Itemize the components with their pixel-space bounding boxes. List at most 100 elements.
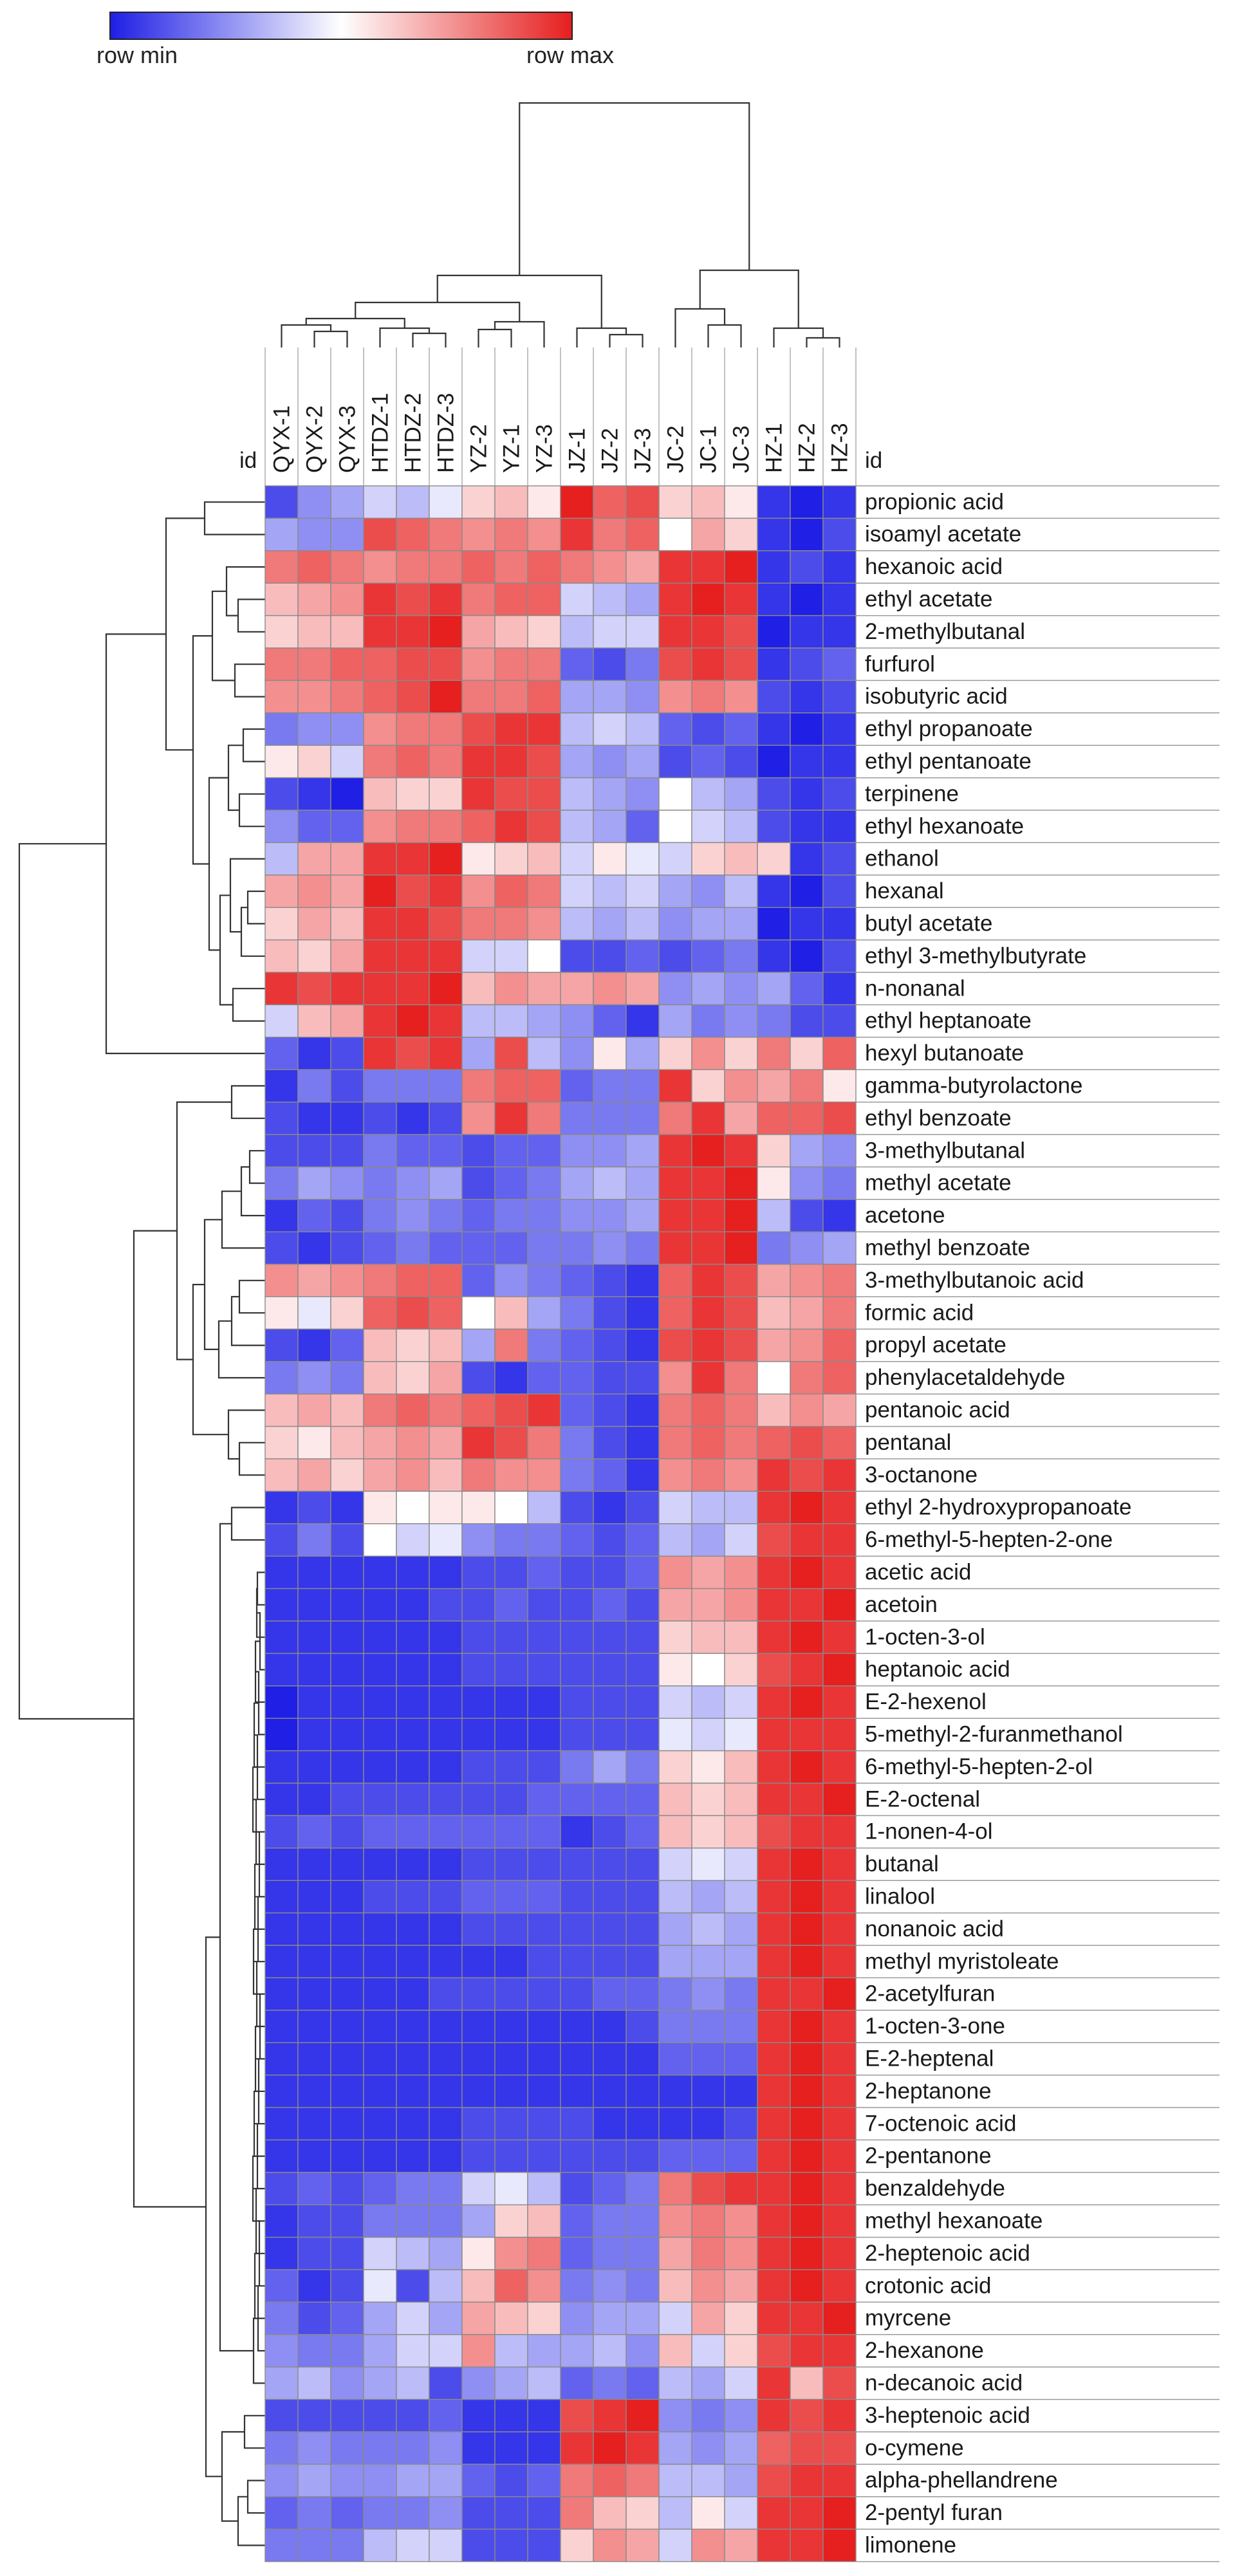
- heatmap-cell: [461, 1685, 496, 1719]
- heatmap-cell: [264, 875, 299, 908]
- dendrogram-link: [240, 907, 265, 957]
- heatmap-cell: [396, 1945, 430, 1979]
- heatmap-cell: [396, 1134, 430, 1168]
- heatmap-cell: [593, 1783, 627, 1817]
- heatmap-cell: [658, 875, 692, 908]
- heatmap-cell: [461, 1037, 496, 1070]
- row-label: hexanal: [865, 878, 944, 903]
- heatmap-cell: [560, 810, 594, 844]
- heatmap-cell: [560, 2139, 594, 2173]
- heatmap-cell: [822, 2236, 857, 2270]
- dendrogram-link: [256, 1571, 265, 1606]
- heatmap-cell: [790, 1977, 824, 2011]
- heatmap-cell: [790, 1263, 824, 1297]
- heatmap-cell: [790, 550, 824, 584]
- heatmap-cell: [429, 907, 463, 941]
- heatmap-cell: [527, 1815, 561, 1849]
- heatmap-cell: [593, 2010, 627, 2043]
- heatmap-cell: [363, 1880, 397, 1914]
- heatmap-cell: [691, 907, 725, 941]
- heatmap-cell: [396, 1458, 430, 1492]
- heatmap-cell: [494, 1328, 528, 1362]
- heatmap-cell: [658, 1848, 692, 1881]
- heatmap-cell: [822, 2496, 857, 2530]
- heatmap-cell: [757, 680, 791, 714]
- heatmap-cell: [822, 1490, 857, 1524]
- column-label: JZ-2: [598, 428, 623, 473]
- column-label: YZ-3: [532, 424, 557, 473]
- heatmap-cell: [297, 517, 331, 551]
- heatmap-cell: [461, 615, 496, 649]
- heatmap-cell: [297, 1328, 331, 1362]
- heatmap-cell: [658, 1588, 692, 1622]
- heatmap-cell: [363, 2301, 397, 2335]
- heatmap-cell: [593, 2107, 627, 2141]
- heatmap-cell: [527, 2107, 561, 2141]
- heatmap-cell: [330, 2042, 364, 2076]
- heatmap-cell: [658, 2139, 692, 2173]
- heatmap-cell: [429, 1263, 463, 1297]
- heatmap-cell: [790, 2463, 824, 2497]
- heatmap-cell: [691, 1815, 725, 1849]
- heatmap-cell: [691, 2172, 725, 2205]
- heatmap-cell: [757, 777, 791, 811]
- heatmap-cell: [527, 1783, 561, 1817]
- heatmap-cell: [658, 2172, 692, 2205]
- heatmap-cell: [494, 1880, 528, 1914]
- heatmap-cell: [461, 907, 496, 941]
- heatmap-cell: [626, 1425, 660, 1459]
- row-label: methyl hexanoate: [865, 2208, 1043, 2233]
- heatmap-cell: [757, 517, 791, 551]
- heatmap-cell: [757, 2496, 791, 2530]
- row-label: methyl acetate: [865, 1171, 1012, 1196]
- heatmap-cell: [560, 2269, 594, 2303]
- heatmap-cell: [527, 1231, 561, 1265]
- heatmap-cell: [757, 1977, 791, 2011]
- heatmap-cell: [264, 680, 299, 714]
- heatmap-cell: [626, 907, 660, 941]
- heatmap-cell: [330, 810, 364, 844]
- heatmap-cell: [330, 1588, 364, 1622]
- heatmap-cell: [429, 939, 463, 973]
- heatmap-cell: [691, 1977, 725, 2011]
- heatmap-cell: [297, 1588, 331, 1622]
- heatmap-cell: [461, 582, 496, 616]
- heatmap-cell: [593, 2236, 627, 2270]
- heatmap-cell: [757, 2431, 791, 2465]
- heatmap-cell: [822, 1653, 857, 1687]
- heatmap-cell: [396, 1848, 430, 1881]
- column-label: HZ-1: [762, 423, 787, 473]
- heatmap-cell: [691, 2010, 725, 2043]
- heatmap-cell: [593, 1134, 627, 1168]
- dendrogram-link: [305, 317, 405, 328]
- heatmap-cell: [658, 2366, 692, 2400]
- heatmap-cell: [658, 2204, 692, 2238]
- heatmap-cell: [363, 582, 397, 616]
- heatmap-cell: [658, 2301, 692, 2335]
- heatmap-cell: [363, 907, 397, 941]
- heatmap-cell: [396, 647, 430, 681]
- heatmap-cell: [626, 1685, 660, 1719]
- heatmap-cell: [396, 680, 430, 714]
- dendrogram-link: [230, 1295, 265, 1346]
- heatmap-cell: [297, 1361, 331, 1395]
- heatmap-cell: [429, 1848, 463, 1881]
- heatmap-cell: [494, 1783, 528, 1817]
- heatmap-cell: [691, 485, 725, 519]
- heatmap-cell: [461, 550, 496, 584]
- row-label: hexanoic acid: [865, 554, 1003, 579]
- heatmap-cell: [593, 1393, 627, 1427]
- heatmap-cell: [396, 907, 430, 941]
- heatmap-cell: [593, 712, 627, 746]
- heatmap-cell: [626, 1166, 660, 1200]
- heatmap-cell: [363, 485, 397, 519]
- heatmap-cell: [264, 2366, 299, 2400]
- heatmap-cell: [330, 1620, 364, 1654]
- heatmap-cell: [626, 2366, 660, 2400]
- heatmap-cell: [527, 745, 561, 779]
- heatmap-cell: [363, 2334, 397, 2368]
- heatmap-cell: [297, 712, 331, 746]
- heatmap-cell: [297, 2366, 331, 2400]
- heatmap-cell: [757, 875, 791, 908]
- heatmap-cell: [724, 1296, 758, 1330]
